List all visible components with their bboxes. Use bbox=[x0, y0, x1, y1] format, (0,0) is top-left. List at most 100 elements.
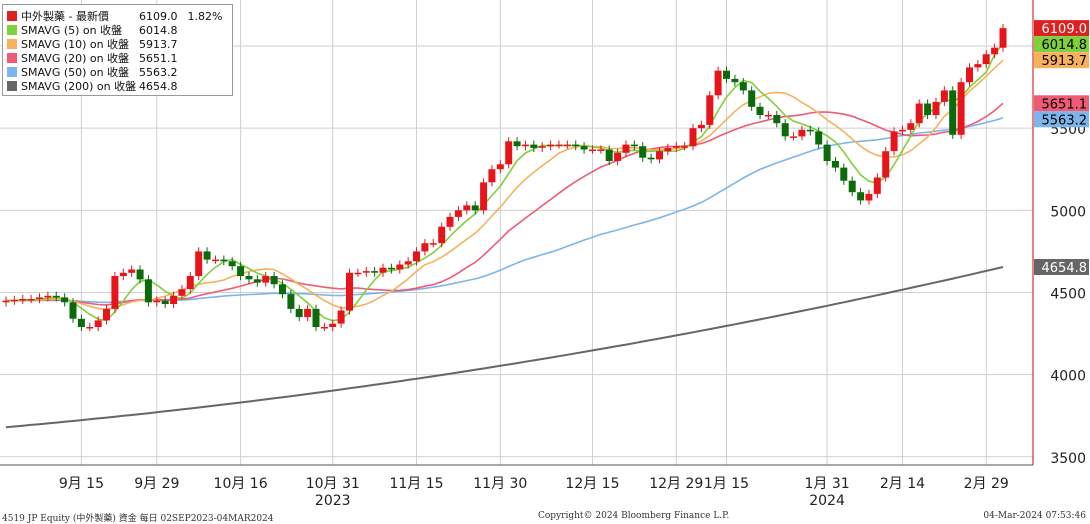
candle-body bbox=[505, 141, 513, 165]
candle-body bbox=[27, 299, 35, 301]
candle-body bbox=[798, 129, 806, 137]
candle-body bbox=[982, 54, 990, 65]
candle-body bbox=[513, 141, 521, 147]
candle-body bbox=[681, 146, 689, 148]
candle-body bbox=[647, 157, 655, 160]
x-tick-label: 1月 31 bbox=[804, 476, 849, 492]
sma50-tag-bg bbox=[1034, 111, 1089, 128]
candle-body bbox=[471, 205, 479, 211]
candle-body bbox=[714, 70, 722, 96]
candle-body bbox=[195, 251, 203, 276]
sma5-tag-bg bbox=[1034, 36, 1089, 53]
candle-body bbox=[597, 149, 605, 151]
candle-body bbox=[940, 90, 948, 102]
candle-body bbox=[723, 70, 730, 79]
footer-timestamp: 04-Mar-2024 07:53:46 bbox=[983, 511, 1086, 521]
candle-body bbox=[840, 167, 848, 181]
candle-body bbox=[622, 144, 630, 153]
last-price-tag-text: 6109.0 bbox=[1042, 22, 1088, 37]
sma50-tag-text: 5563.2 bbox=[1042, 113, 1088, 128]
candle-body bbox=[639, 146, 647, 158]
candle-body bbox=[823, 144, 831, 161]
candle-body bbox=[890, 131, 898, 152]
candle-body bbox=[337, 310, 345, 324]
candle-body bbox=[547, 144, 555, 147]
candle-body bbox=[739, 82, 747, 91]
candle-body bbox=[421, 243, 429, 252]
legend-swatch bbox=[7, 81, 17, 91]
candle-body bbox=[119, 272, 127, 277]
candle-body bbox=[128, 269, 136, 273]
candle-body bbox=[605, 149, 613, 161]
candle-body bbox=[815, 131, 823, 145]
candle-body bbox=[396, 264, 404, 270]
legend-label: SMAVG (5) on 收盤 bbox=[21, 24, 123, 37]
candle-body bbox=[563, 144, 571, 147]
candle-body bbox=[228, 261, 236, 267]
y-tick-label: 5000 bbox=[1050, 204, 1086, 220]
candle-body bbox=[362, 271, 370, 273]
sma200-tag-bg bbox=[1034, 259, 1089, 275]
candle-body bbox=[144, 279, 152, 303]
y-tick-label: 3500 bbox=[1050, 451, 1086, 467]
legend-value: 5563.2 bbox=[139, 66, 178, 79]
candle-body bbox=[781, 123, 789, 137]
legend-entry-sma10: SMAVG (10) on 收盤 5913.7 bbox=[7, 37, 178, 52]
candle-body bbox=[773, 115, 781, 124]
legend-value: 6109.0 bbox=[139, 10, 178, 23]
candle-body bbox=[270, 276, 278, 285]
candle-body bbox=[44, 295, 52, 298]
candle-body bbox=[161, 300, 169, 304]
sma200-tag-text: 4654.8 bbox=[1042, 261, 1088, 276]
candle-body bbox=[287, 294, 295, 309]
sma20-tag-bg bbox=[1034, 95, 1089, 112]
candle-body bbox=[387, 267, 395, 270]
x-tick-label: 10月 16 bbox=[214, 476, 268, 492]
x-year-label: 2023 bbox=[315, 493, 351, 509]
x-year-label: 2024 bbox=[809, 493, 845, 509]
candle-body bbox=[346, 272, 353, 311]
candle-body bbox=[790, 136, 797, 138]
candle-body bbox=[253, 279, 261, 283]
candle-body bbox=[429, 243, 437, 245]
candle-body bbox=[10, 299, 18, 302]
x-tick-label: 1月 15 bbox=[704, 476, 749, 492]
legend-swatch bbox=[7, 53, 17, 63]
legend-value: 4654.8 bbox=[139, 80, 178, 93]
candle-body bbox=[580, 146, 588, 150]
candle-body bbox=[454, 210, 462, 217]
candle-body bbox=[61, 297, 69, 303]
x-tick-label: 12月 15 bbox=[565, 476, 619, 492]
candle-body bbox=[438, 226, 446, 244]
legend-swatch bbox=[7, 67, 17, 77]
sma10-tag-text: 5913.7 bbox=[1042, 54, 1088, 69]
x-tick-label: 12月 29 bbox=[649, 476, 703, 492]
sma-line-10 bbox=[5, 59, 1004, 311]
candle-body bbox=[379, 267, 387, 273]
candle-body bbox=[907, 123, 915, 130]
candle-body bbox=[664, 147, 672, 152]
candle-body bbox=[672, 146, 680, 148]
candle-body bbox=[756, 106, 764, 115]
candle-body bbox=[496, 164, 504, 170]
legend-value: 6014.8 bbox=[139, 24, 178, 37]
candle-body bbox=[656, 151, 663, 160]
candle-body bbox=[572, 144, 580, 147]
candle-body bbox=[111, 276, 119, 309]
candle-body bbox=[974, 64, 982, 68]
candle-body bbox=[103, 308, 110, 321]
candle-body bbox=[899, 129, 906, 132]
candle-body bbox=[848, 180, 856, 193]
legend-label: SMAVG (10) on 收盤 bbox=[21, 38, 130, 51]
candle-body bbox=[404, 261, 412, 265]
candle-body bbox=[932, 101, 940, 115]
legend-label: SMAVG (200) on 收盤 bbox=[21, 80, 137, 93]
candle-body bbox=[153, 300, 161, 303]
x-tick-label: 11月 30 bbox=[473, 476, 527, 492]
candle-body bbox=[212, 259, 219, 262]
candle-body bbox=[69, 302, 77, 319]
candle-body bbox=[371, 271, 379, 273]
legend-entry-price: 中外製藥 - 最新價 6109.0 1.82% bbox=[7, 9, 222, 24]
candle-body bbox=[924, 103, 932, 115]
